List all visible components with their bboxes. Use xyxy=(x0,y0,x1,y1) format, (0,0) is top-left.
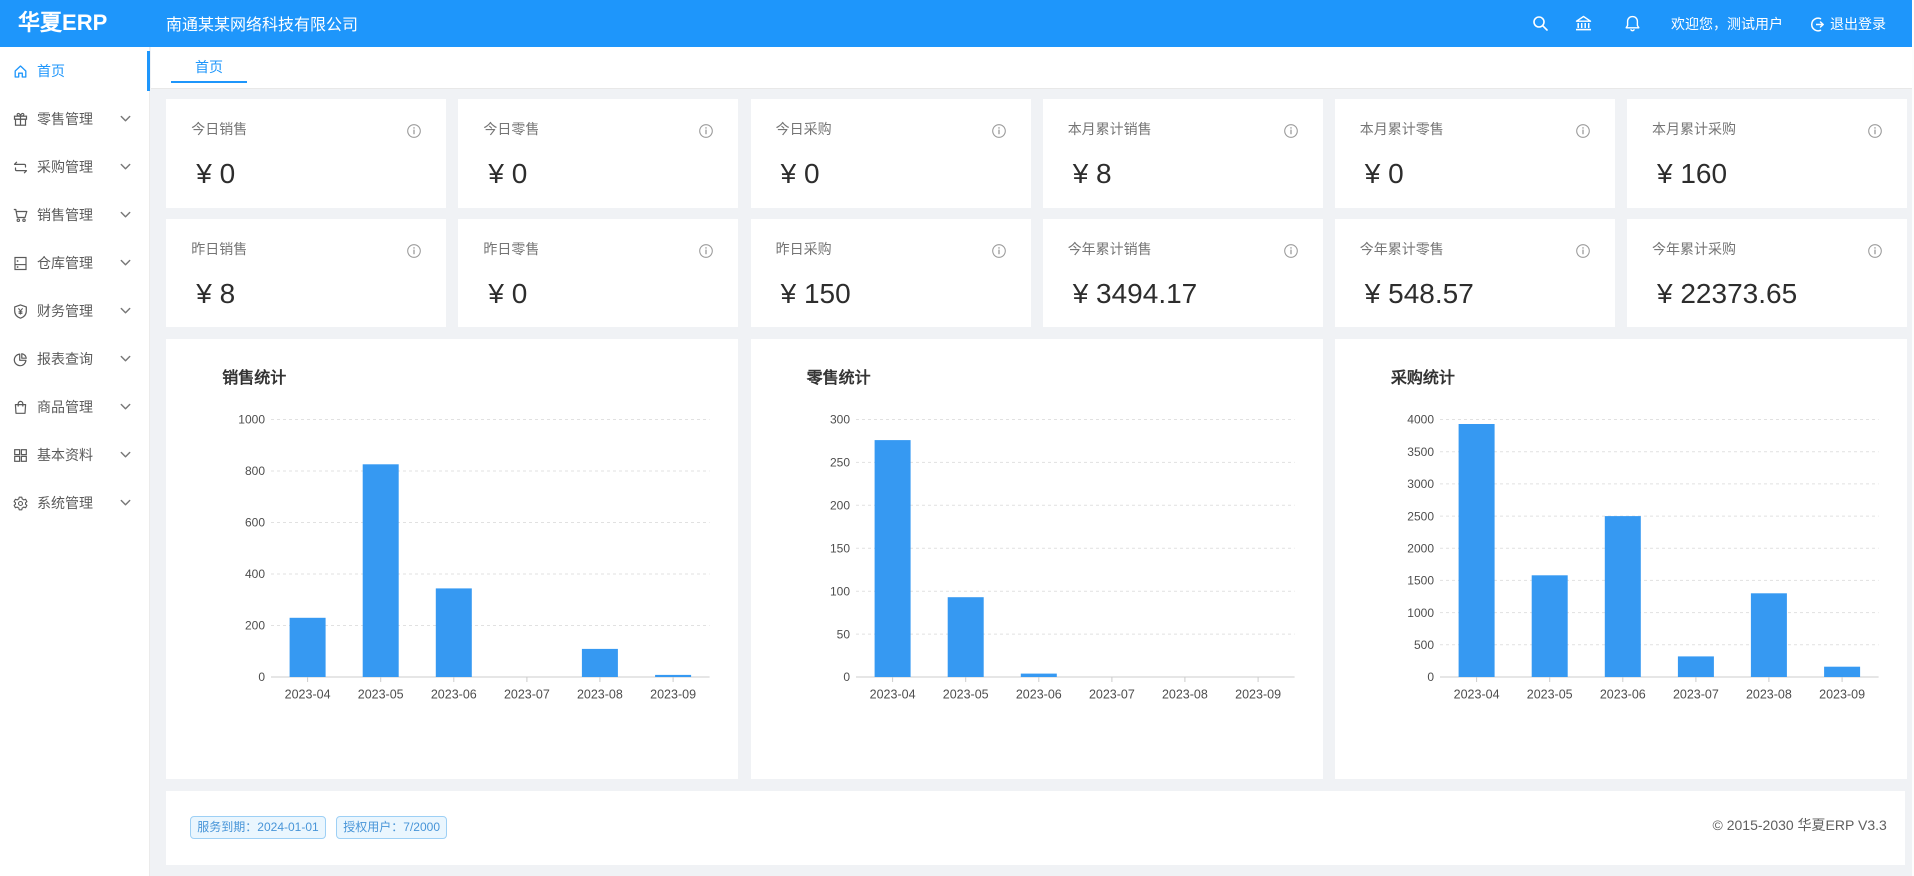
svg-text:2023-05: 2023-05 xyxy=(358,687,404,701)
svg-text:2023-08: 2023-08 xyxy=(1162,687,1208,701)
svg-text:2023-05: 2023-05 xyxy=(942,687,988,701)
svg-text:2023-09: 2023-09 xyxy=(1819,687,1865,701)
svg-text:2023-06: 2023-06 xyxy=(1015,687,1061,701)
svg-text:200: 200 xyxy=(245,618,265,632)
svg-text:50: 50 xyxy=(836,627,850,641)
svg-text:600: 600 xyxy=(245,515,265,529)
svg-text:3500: 3500 xyxy=(1407,444,1434,458)
svg-text:4000: 4000 xyxy=(1407,412,1434,426)
svg-text:300: 300 xyxy=(830,412,850,426)
svg-text:800: 800 xyxy=(245,464,265,478)
svg-text:2023-05: 2023-05 xyxy=(1527,687,1573,701)
svg-text:100: 100 xyxy=(830,584,850,598)
svg-text:200: 200 xyxy=(830,498,850,512)
svg-text:2023-08: 2023-08 xyxy=(577,687,623,701)
svg-text:3000: 3000 xyxy=(1407,477,1434,491)
svg-text:2023-07: 2023-07 xyxy=(1089,687,1135,701)
svg-text:0: 0 xyxy=(259,670,266,684)
svg-text:2023-04: 2023-04 xyxy=(1454,687,1500,701)
svg-text:2023-08: 2023-08 xyxy=(1746,687,1792,701)
svg-text:2023-04: 2023-04 xyxy=(869,687,915,701)
svg-text:2000: 2000 xyxy=(1407,541,1434,555)
svg-text:500: 500 xyxy=(1414,638,1434,652)
svg-text:2023-06: 2023-06 xyxy=(431,687,477,701)
svg-text:0: 0 xyxy=(1427,670,1434,684)
svg-text:2023-07: 2023-07 xyxy=(1673,687,1719,701)
svg-text:400: 400 xyxy=(245,567,265,581)
svg-text:1000: 1000 xyxy=(239,412,266,426)
svg-text:2500: 2500 xyxy=(1407,509,1434,523)
svg-text:2023-09: 2023-09 xyxy=(650,687,696,701)
svg-text:2023-07: 2023-07 xyxy=(504,687,550,701)
svg-text:0: 0 xyxy=(843,670,850,684)
svg-text:2023-04: 2023-04 xyxy=(285,687,331,701)
svg-text:2023-06: 2023-06 xyxy=(1600,687,1646,701)
svg-text:1500: 1500 xyxy=(1407,573,1434,587)
svg-text:150: 150 xyxy=(830,541,850,555)
svg-text:2023-09: 2023-09 xyxy=(1235,687,1281,701)
svg-text:1000: 1000 xyxy=(1407,605,1434,619)
svg-text:250: 250 xyxy=(830,455,850,469)
